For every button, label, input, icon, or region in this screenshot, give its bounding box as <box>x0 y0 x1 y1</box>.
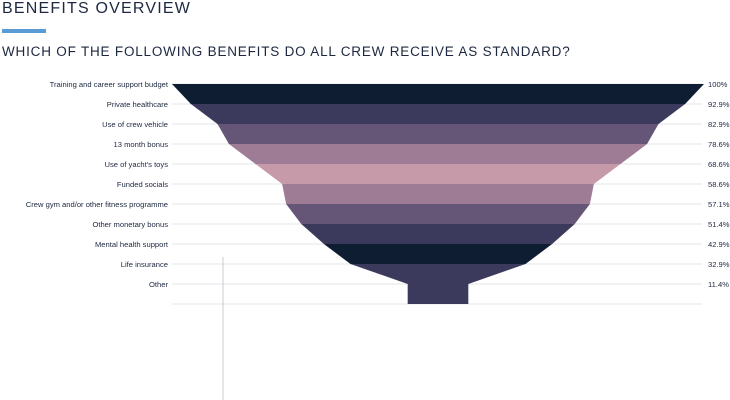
category-label: Other monetary bonus <box>92 220 168 229</box>
funnel-segment <box>255 164 621 184</box>
chart-question: WHICH OF THE FOLLOWING BENEFITS DO ALL C… <box>2 44 571 59</box>
category-label: 13 month bonus <box>114 140 169 149</box>
value-label: 58.6% <box>708 180 730 189</box>
page-title: BENEFITS OVERVIEW <box>2 0 192 17</box>
funnel-segment <box>282 184 594 204</box>
value-label: 51.4% <box>708 220 730 229</box>
value-label: 32.9% <box>708 260 730 269</box>
category-label: Mental health support <box>95 240 169 249</box>
title-accent-bar <box>2 29 46 33</box>
funnel-segment <box>407 284 469 304</box>
funnel-segment <box>172 84 704 104</box>
funnel-segment <box>217 124 659 144</box>
funnel-segment <box>190 104 686 124</box>
value-label: 68.6% <box>708 160 730 169</box>
funnel-segment <box>301 224 575 244</box>
category-label: Funded socials <box>117 180 168 189</box>
funnel-segment <box>286 204 590 224</box>
funnel-segment <box>228 144 648 164</box>
value-label: 57.1% <box>708 200 730 209</box>
category-label: Use of crew vehicle <box>102 120 168 129</box>
value-label: 100% <box>708 80 728 89</box>
funnel-segment <box>350 264 526 284</box>
value-label: 92.9% <box>708 100 730 109</box>
category-label: Use of yacht's toys <box>105 160 169 169</box>
value-label: 78.6% <box>708 140 730 149</box>
category-label: Life insurance <box>121 260 168 269</box>
funnel-segment <box>323 244 553 264</box>
value-label: 82.9% <box>708 120 730 129</box>
value-label: 42.9% <box>708 240 730 249</box>
category-label: Crew gym and/or other fitness programme <box>26 200 168 209</box>
category-label: Private healthcare <box>107 100 168 109</box>
value-label: 11.4% <box>708 280 729 289</box>
category-label: Training and career support budget <box>50 80 169 89</box>
category-label: Other <box>149 280 168 289</box>
